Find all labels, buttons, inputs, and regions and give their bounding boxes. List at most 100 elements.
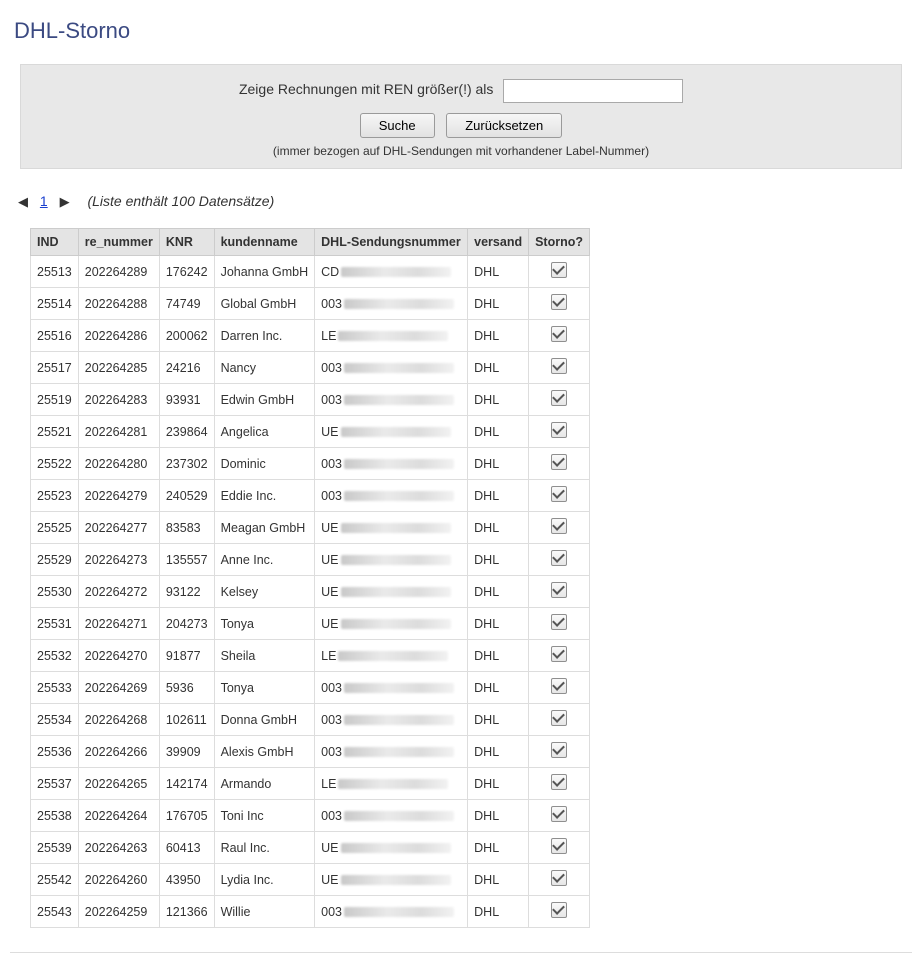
cell-sendungsnummer: UE: [315, 608, 468, 640]
cell-sendungsnummer: 003: [315, 672, 468, 704]
cell-versand: DHL: [468, 384, 529, 416]
pager-prev-icon[interactable]: ◀: [14, 194, 32, 209]
tracking-blur: [341, 843, 451, 853]
cell-ind: 25543: [31, 896, 79, 928]
cell-re-nummer: 202264265: [78, 768, 159, 800]
table-row: 2551720226428524216Nancy003DHL: [31, 352, 590, 384]
cell-knr: 24216: [159, 352, 214, 384]
cell-sendungsnummer: UE: [315, 544, 468, 576]
storno-checkbox[interactable]: [551, 358, 567, 374]
cell-re-nummer: 202264283: [78, 384, 159, 416]
cell-sendungsnummer: UE: [315, 864, 468, 896]
cell-versand: DHL: [468, 352, 529, 384]
cell-re-nummer: 202264277: [78, 512, 159, 544]
tracking-prefix: 003: [321, 905, 342, 919]
tracking-blur: [338, 651, 448, 661]
storno-checkbox[interactable]: [551, 294, 567, 310]
cell-sendungsnummer: LE: [315, 640, 468, 672]
tracking-prefix: LE: [321, 777, 336, 791]
storno-checkbox[interactable]: [551, 454, 567, 470]
cell-re-nummer: 202264260: [78, 864, 159, 896]
tracking-blur: [344, 299, 454, 309]
cell-knr: 83583: [159, 512, 214, 544]
storno-checkbox[interactable]: [551, 262, 567, 278]
cell-versand: DHL: [468, 448, 529, 480]
cell-storno: [529, 320, 590, 352]
table-row: 25516202264286200062Darren Inc.LEDHL: [31, 320, 590, 352]
storno-checkbox[interactable]: [551, 646, 567, 662]
cell-ind: 25537: [31, 768, 79, 800]
cell-knr: 91877: [159, 640, 214, 672]
col-re-nummer: re_nummer: [78, 229, 159, 256]
storno-checkbox[interactable]: [551, 550, 567, 566]
storno-checkbox[interactable]: [551, 902, 567, 918]
table-row: 2551920226428393931Edwin GmbH003DHL: [31, 384, 590, 416]
cell-kundenname: Anne Inc.: [214, 544, 315, 576]
tracking-blur: [341, 875, 451, 885]
cell-ind: 25532: [31, 640, 79, 672]
cell-ind: 25519: [31, 384, 79, 416]
pager: ◀ 1 ▶ (Liste enthält 100 Datensätze): [14, 193, 912, 210]
cell-sendungsnummer: 003: [315, 448, 468, 480]
storno-checkbox[interactable]: [551, 582, 567, 598]
tracking-prefix: UE: [321, 553, 338, 567]
tracking-prefix: 003: [321, 745, 342, 759]
storno-checkbox[interactable]: [551, 678, 567, 694]
pager-page-link[interactable]: 1: [36, 193, 52, 209]
tracking-prefix: 003: [321, 809, 342, 823]
storno-checkbox[interactable]: [551, 774, 567, 790]
cell-knr: 93122: [159, 576, 214, 608]
table-row: 2554220226426043950Lydia Inc.UEDHL: [31, 864, 590, 896]
reset-button[interactable]: Zurücksetzen: [446, 113, 562, 138]
ren-input[interactable]: [503, 79, 683, 103]
cell-sendungsnummer: UE: [315, 832, 468, 864]
cell-kundenname: Alexis GmbH: [214, 736, 315, 768]
cell-sendungsnummer: CD: [315, 256, 468, 288]
table-row: 25537202264265142174ArmandoLEDHL: [31, 768, 590, 800]
cell-ind: 25522: [31, 448, 79, 480]
cell-sendungsnummer: 003: [315, 896, 468, 928]
storno-checkbox[interactable]: [551, 390, 567, 406]
cell-storno: [529, 800, 590, 832]
cell-knr: 237302: [159, 448, 214, 480]
cell-knr: 39909: [159, 736, 214, 768]
cell-storno: [529, 864, 590, 896]
col-sendungsnummer: DHL-Sendungsnummer: [315, 229, 468, 256]
cell-re-nummer: 202264268: [78, 704, 159, 736]
pager-next-icon[interactable]: ▶: [56, 194, 74, 209]
table-row: 2553220226427091877SheilaLEDHL: [31, 640, 590, 672]
storno-checkbox[interactable]: [551, 486, 567, 502]
cell-kundenname: Armando: [214, 768, 315, 800]
storno-checkbox[interactable]: [551, 614, 567, 630]
tracking-prefix: UE: [321, 873, 338, 887]
tracking-prefix: 003: [321, 361, 342, 375]
cell-kundenname: Meagan GmbH: [214, 512, 315, 544]
cell-storno: [529, 448, 590, 480]
tracking-prefix: LE: [321, 329, 336, 343]
table-row: 2553620226426639909Alexis GmbH003DHL: [31, 736, 590, 768]
cell-knr: 176242: [159, 256, 214, 288]
cell-storno: [529, 704, 590, 736]
storno-checkbox[interactable]: [551, 870, 567, 886]
pager-info: (Liste enthält 100 Datensätze): [87, 193, 274, 209]
cell-re-nummer: 202264272: [78, 576, 159, 608]
storno-checkbox[interactable]: [551, 838, 567, 854]
cell-ind: 25516: [31, 320, 79, 352]
cell-sendungsnummer: UE: [315, 512, 468, 544]
cell-versand: DHL: [468, 896, 529, 928]
cell-storno: [529, 512, 590, 544]
storno-checkbox[interactable]: [551, 518, 567, 534]
cell-kundenname: Edwin GmbH: [214, 384, 315, 416]
cell-versand: DHL: [468, 480, 529, 512]
cell-knr: 5936: [159, 672, 214, 704]
storno-checkbox[interactable]: [551, 326, 567, 342]
storno-checkbox[interactable]: [551, 742, 567, 758]
table-row: 25543202264259121366Willie003DHL: [31, 896, 590, 928]
tracking-prefix: UE: [321, 841, 338, 855]
cell-re-nummer: 202264271: [78, 608, 159, 640]
storno-checkbox[interactable]: [551, 710, 567, 726]
storno-checkbox[interactable]: [551, 422, 567, 438]
search-button[interactable]: Suche: [360, 113, 435, 138]
table-row: 2552520226427783583Meagan GmbHUEDHL: [31, 512, 590, 544]
storno-checkbox[interactable]: [551, 806, 567, 822]
